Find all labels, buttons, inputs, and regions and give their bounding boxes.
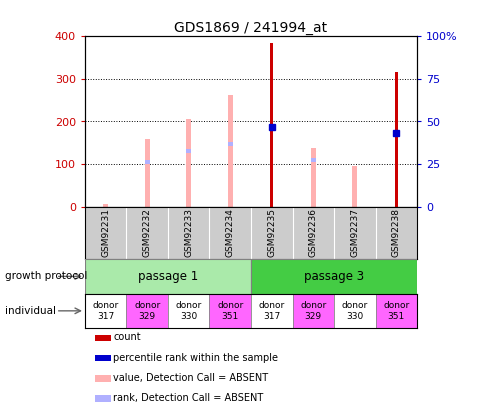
Bar <box>227 95 232 207</box>
Bar <box>95 395 110 402</box>
Text: donor
330: donor 330 <box>175 301 201 320</box>
Bar <box>85 259 251 294</box>
Text: percentile rank within the sample: percentile rank within the sample <box>113 353 278 362</box>
Text: growth protocol: growth protocol <box>5 271 87 281</box>
Text: passage 3: passage 3 <box>303 270 363 283</box>
Text: GSM92238: GSM92238 <box>391 209 400 257</box>
Bar <box>209 294 251 328</box>
Text: passage 1: passage 1 <box>137 270 197 283</box>
Bar <box>95 355 110 361</box>
Text: GSM92233: GSM92233 <box>184 209 193 257</box>
Text: donor
329: donor 329 <box>134 301 160 320</box>
Bar <box>251 294 292 328</box>
Bar <box>310 148 315 207</box>
Text: individual: individual <box>5 306 56 316</box>
Bar <box>394 72 397 207</box>
Bar <box>85 294 126 328</box>
Text: donor
351: donor 351 <box>382 301 408 320</box>
Bar <box>95 335 110 341</box>
Bar <box>95 375 110 382</box>
Text: donor
351: donor 351 <box>217 301 243 320</box>
Text: donor
330: donor 330 <box>341 301 367 320</box>
Bar <box>375 294 416 328</box>
Text: GSM92234: GSM92234 <box>225 209 234 257</box>
Text: GSM92235: GSM92235 <box>267 209 276 257</box>
Text: donor
317: donor 317 <box>92 301 119 320</box>
Bar <box>310 158 315 162</box>
Text: GSM92232: GSM92232 <box>142 209 151 257</box>
Title: GDS1869 / 241994_at: GDS1869 / 241994_at <box>174 21 327 35</box>
Text: count: count <box>113 333 141 342</box>
Bar <box>270 43 273 207</box>
Bar <box>167 294 209 328</box>
Bar <box>186 149 191 153</box>
Text: value, Detection Call = ABSENT: value, Detection Call = ABSENT <box>113 373 268 383</box>
Text: rank, Detection Call = ABSENT: rank, Detection Call = ABSENT <box>113 393 263 403</box>
Text: GSM92236: GSM92236 <box>308 209 317 257</box>
Text: GSM92237: GSM92237 <box>349 209 359 257</box>
Bar <box>333 294 375 328</box>
Bar <box>103 205 108 207</box>
Bar <box>144 139 150 207</box>
Text: donor
329: donor 329 <box>300 301 326 320</box>
Bar <box>351 166 357 207</box>
Bar <box>227 142 232 146</box>
Bar <box>144 160 150 164</box>
Bar <box>251 259 416 294</box>
Text: GSM92231: GSM92231 <box>101 209 110 257</box>
Bar <box>186 119 191 207</box>
Bar <box>126 294 167 328</box>
Text: donor
317: donor 317 <box>258 301 284 320</box>
Bar <box>292 294 333 328</box>
